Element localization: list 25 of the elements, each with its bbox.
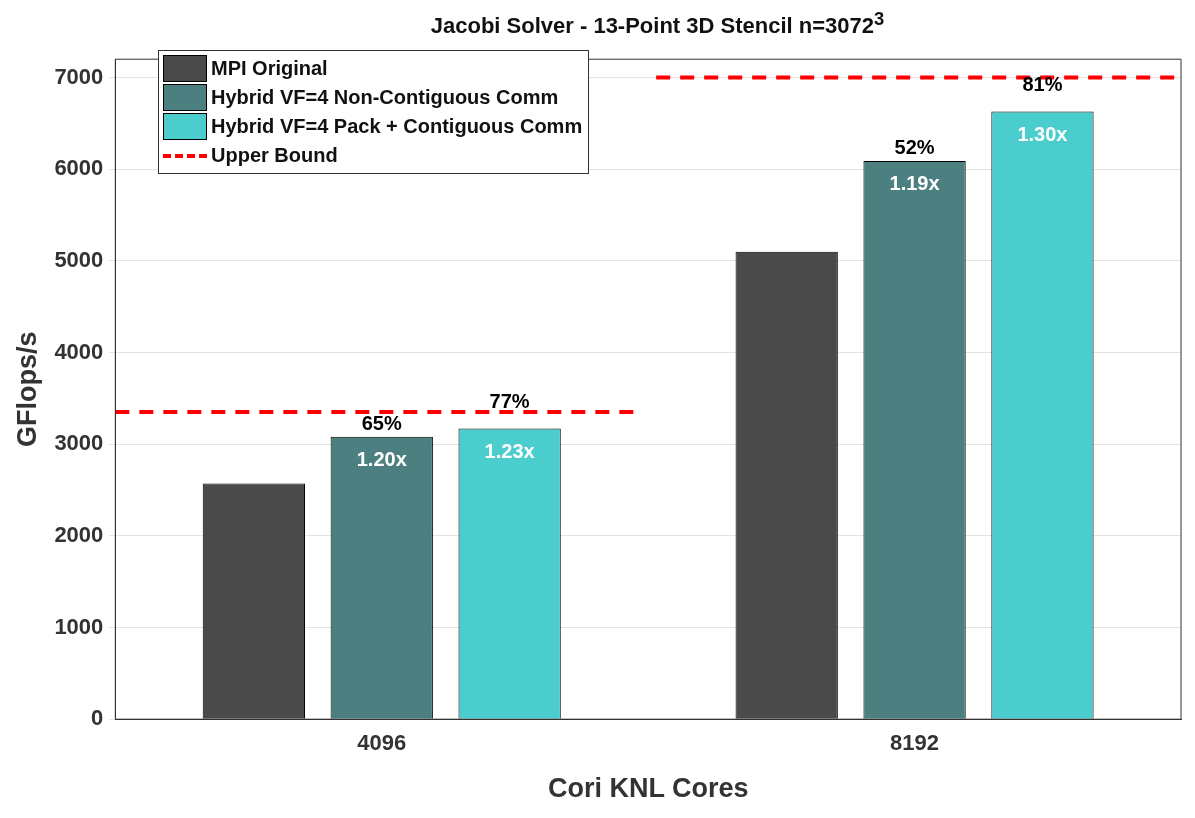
x-tick-label: 8192 <box>890 730 940 756</box>
y-tick-label: 2000 <box>54 521 104 547</box>
x-axis-title: Cori KNL Cores <box>547 773 749 804</box>
y-tick-label: 1000 <box>54 613 104 639</box>
legend-label: MPI Original <box>211 57 328 80</box>
annotation: 77% <box>489 390 530 413</box>
x-tick-label: 4096 <box>357 730 407 756</box>
legend-label: Hybrid VF=4 Pack + Contiguous Comm <box>211 115 583 138</box>
annotation: 65% <box>361 412 402 435</box>
y-axis-title: GFlops/s <box>11 331 42 447</box>
y-tick-label: 5000 <box>54 246 104 272</box>
y-tick-label: 7000 <box>54 63 104 89</box>
annotation: 1.30x <box>1017 122 1068 145</box>
y-tick-label: 0 <box>91 705 104 731</box>
y-tick-label: 3000 <box>54 430 104 456</box>
annotation: 1.19x <box>889 172 940 195</box>
chart-title: Jacobi Solver - 13-Point 3D Stencil n=3072$^{3}$ <box>429 8 886 40</box>
annotation: 1.23x <box>484 440 535 463</box>
y-tick-label: 6000 <box>54 155 104 181</box>
y-tick-label: 4000 <box>54 338 104 364</box>
annotation: 1.20x <box>356 448 407 471</box>
legend-label: Upper Bound <box>211 144 338 167</box>
legend-label: Hybrid VF=4 Non-Contiguous Comm <box>211 86 559 109</box>
annotation: 81% <box>1022 72 1063 95</box>
annotation: 52% <box>894 136 935 159</box>
